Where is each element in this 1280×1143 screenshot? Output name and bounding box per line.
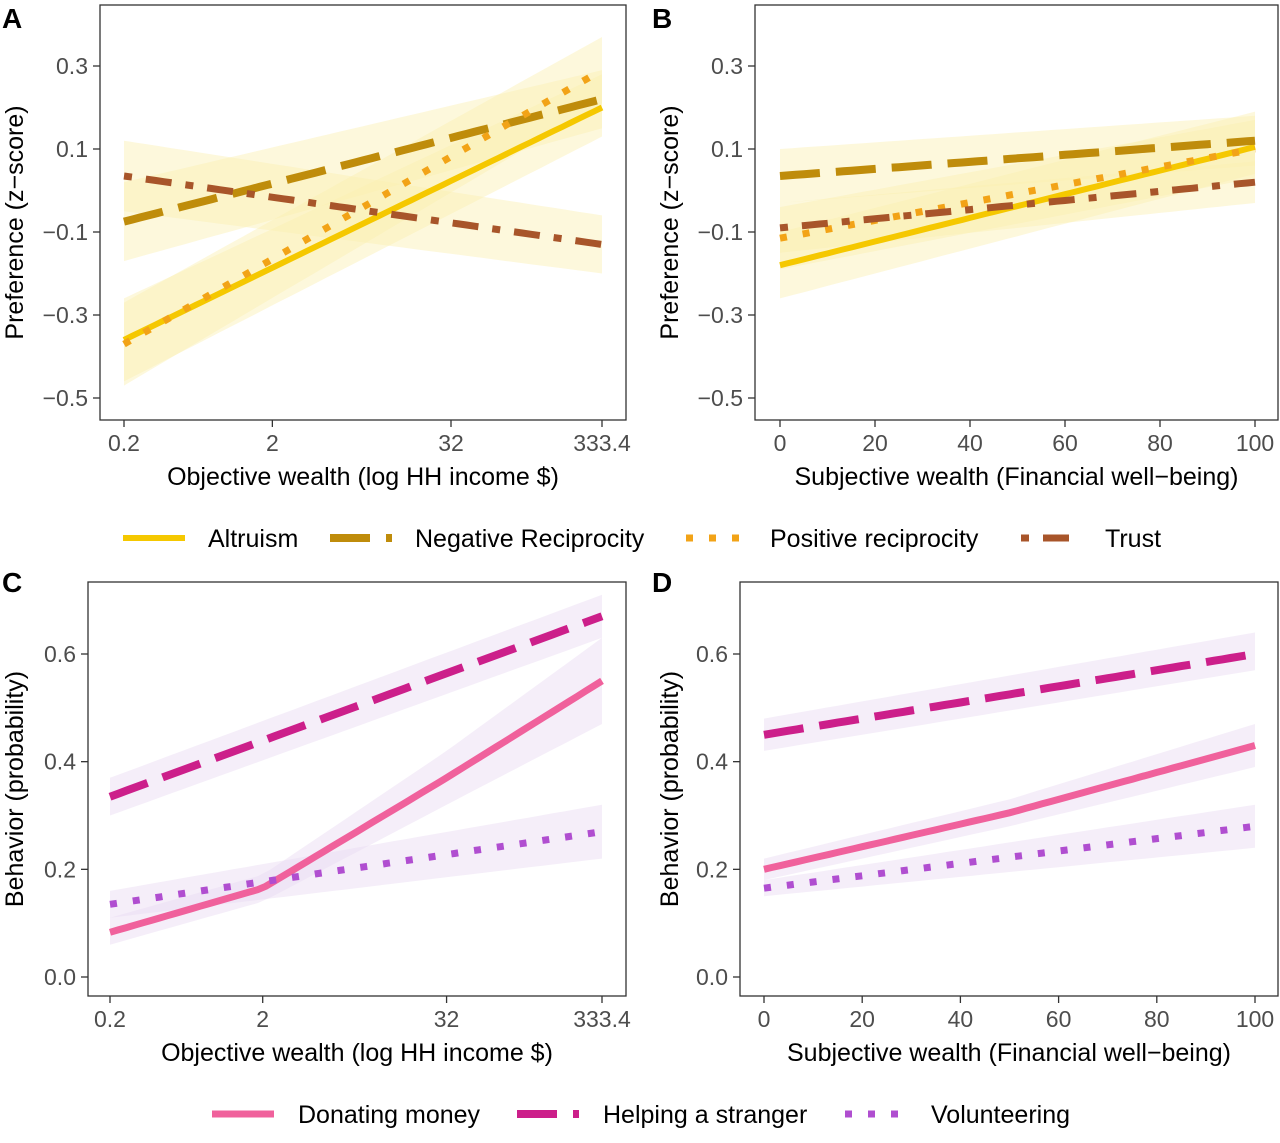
x-axis-title: Subjective wealth (Financial well−being) <box>787 1039 1231 1067</box>
panel-border <box>87 581 627 997</box>
plot-area <box>108 594 604 945</box>
donating-line <box>763 742 1256 873</box>
donating-legend-label: Donating money <box>298 1101 481 1129</box>
trust-confidence-band <box>124 140 602 274</box>
y-tick-label: −0.5 <box>698 385 743 411</box>
x-tick-label: 100 <box>1236 430 1274 456</box>
y-tick-label: 0.2 <box>44 856 76 882</box>
x-tick-label: 2 <box>256 1006 269 1032</box>
altruism-line <box>779 143 1256 269</box>
panel-letter: A <box>2 3 22 34</box>
legend-behaviors: Donating money Helping a stranger Voluntee… <box>212 1101 1070 1129</box>
y-tick-label: 0.3 <box>711 53 743 79</box>
y-tick-label: 0.3 <box>56 53 88 79</box>
y-tick-label: 0.4 <box>44 749 76 775</box>
panel-letter: D <box>652 567 672 598</box>
y-tick-label: −0.3 <box>698 302 743 328</box>
x-tick-label: 0 <box>774 430 787 456</box>
x-tick-label: 20 <box>862 430 888 456</box>
y-tick-label: 0.6 <box>44 641 76 667</box>
x-axis-title: Objective wealth (log HH income $) <box>161 1039 553 1067</box>
volunteering-confidence-band <box>110 804 602 918</box>
volunteering-line <box>109 828 603 908</box>
donating-line <box>109 677 604 936</box>
x-axis-title: Subjective wealth (Financial well−being) <box>795 463 1239 491</box>
y-axis-title: Preference (z−score) <box>656 105 684 339</box>
x-tick-label: 20 <box>849 1006 875 1032</box>
y-tick-label: 0.0 <box>44 964 76 990</box>
neg-legend-label: Negative Reciprocity <box>415 525 645 553</box>
x-tick-label: 333.4 <box>573 430 631 456</box>
neg-confidence-band <box>124 70 602 262</box>
helping-line <box>763 650 1256 739</box>
x-axis-title: Objective wealth (log HH income $) <box>167 463 559 491</box>
pos-legend-label: Positive reciprocity <box>770 525 979 553</box>
plot-area <box>779 111 1256 299</box>
y-tick-label: 0.1 <box>711 136 743 162</box>
legend-preferences: Altruism Negative Reciprocity Positive rec… <box>123 525 1161 553</box>
panel-letter: B <box>652 3 672 34</box>
y-tick-label: −0.1 <box>698 219 743 245</box>
altruism-confidence-band <box>124 74 602 382</box>
x-tick-label: 333.4 <box>573 1006 631 1032</box>
x-tick-label: 100 <box>1236 1006 1274 1032</box>
y-tick-label: 0.0 <box>696 964 728 990</box>
helping-line <box>108 612 604 801</box>
pos-confidence-band <box>780 119 1255 270</box>
x-tick-label: 80 <box>1147 430 1173 456</box>
x-tick-label: 80 <box>1144 1006 1170 1032</box>
altruism-legend-label: Altruism <box>208 525 298 553</box>
pos-confidence-band <box>124 37 602 386</box>
altruism-line <box>122 104 604 343</box>
neg-line <box>779 136 1256 180</box>
y-axis-title: Behavior (probability) <box>1 671 29 907</box>
volunteering-legend-label: Volunteering <box>931 1101 1070 1129</box>
trust-legend-label: Trust <box>1105 525 1161 553</box>
x-tick-label: 2 <box>266 430 279 456</box>
panel-c: 0.0 0.2 0.4 0.6 0.2 2 32 333.4 Objective wealth … <box>1 567 631 1067</box>
panel-b: −0.5 −0.3 −0.1 0.1 0.3 0 20 40 60 80 100 Subjective… <box>652 3 1279 491</box>
x-tick-label: 0.2 <box>94 1006 126 1032</box>
y-tick-label: −0.3 <box>43 302 88 328</box>
y-tick-label: 0.1 <box>56 136 88 162</box>
trust-line <box>123 172 603 248</box>
helping-legend-label: Helping a stranger <box>603 1101 807 1129</box>
neg-line <box>123 95 603 226</box>
x-tick-label: 0.2 <box>108 430 140 456</box>
y-tick-label: −0.5 <box>43 385 88 411</box>
donating-confidence-band <box>110 637 602 945</box>
y-axis-title: Preference (z−score) <box>1 105 29 339</box>
panel-border <box>99 4 627 421</box>
y-tick-label: 0.4 <box>696 749 728 775</box>
panel-border <box>754 4 1279 421</box>
x-tick-label: 0 <box>758 1006 771 1032</box>
x-tick-label: 32 <box>438 430 464 456</box>
trust-line <box>779 178 1256 232</box>
y-axis-title: Behavior (probability) <box>656 671 684 907</box>
x-tick-label: 60 <box>1046 1006 1072 1032</box>
y-tick-label: −0.1 <box>43 219 88 245</box>
x-tick-label: 40 <box>957 430 983 456</box>
plot-area <box>763 632 1256 897</box>
plot-area <box>122 37 604 386</box>
volunteering-confidence-band <box>764 804 1255 897</box>
x-tick-label: 60 <box>1052 430 1078 456</box>
y-tick-label: 0.6 <box>696 641 728 667</box>
x-tick-label: 32 <box>434 1006 460 1032</box>
panel-letter: C <box>2 567 22 598</box>
panel-border <box>739 581 1279 997</box>
x-tick-label: 40 <box>948 1006 974 1032</box>
y-tick-label: 0.2 <box>696 856 728 882</box>
panel-a: −0.5 −0.3 −0.1 0.1 0.3 0.2 2 32 333.4 Objective w… <box>1 3 631 491</box>
